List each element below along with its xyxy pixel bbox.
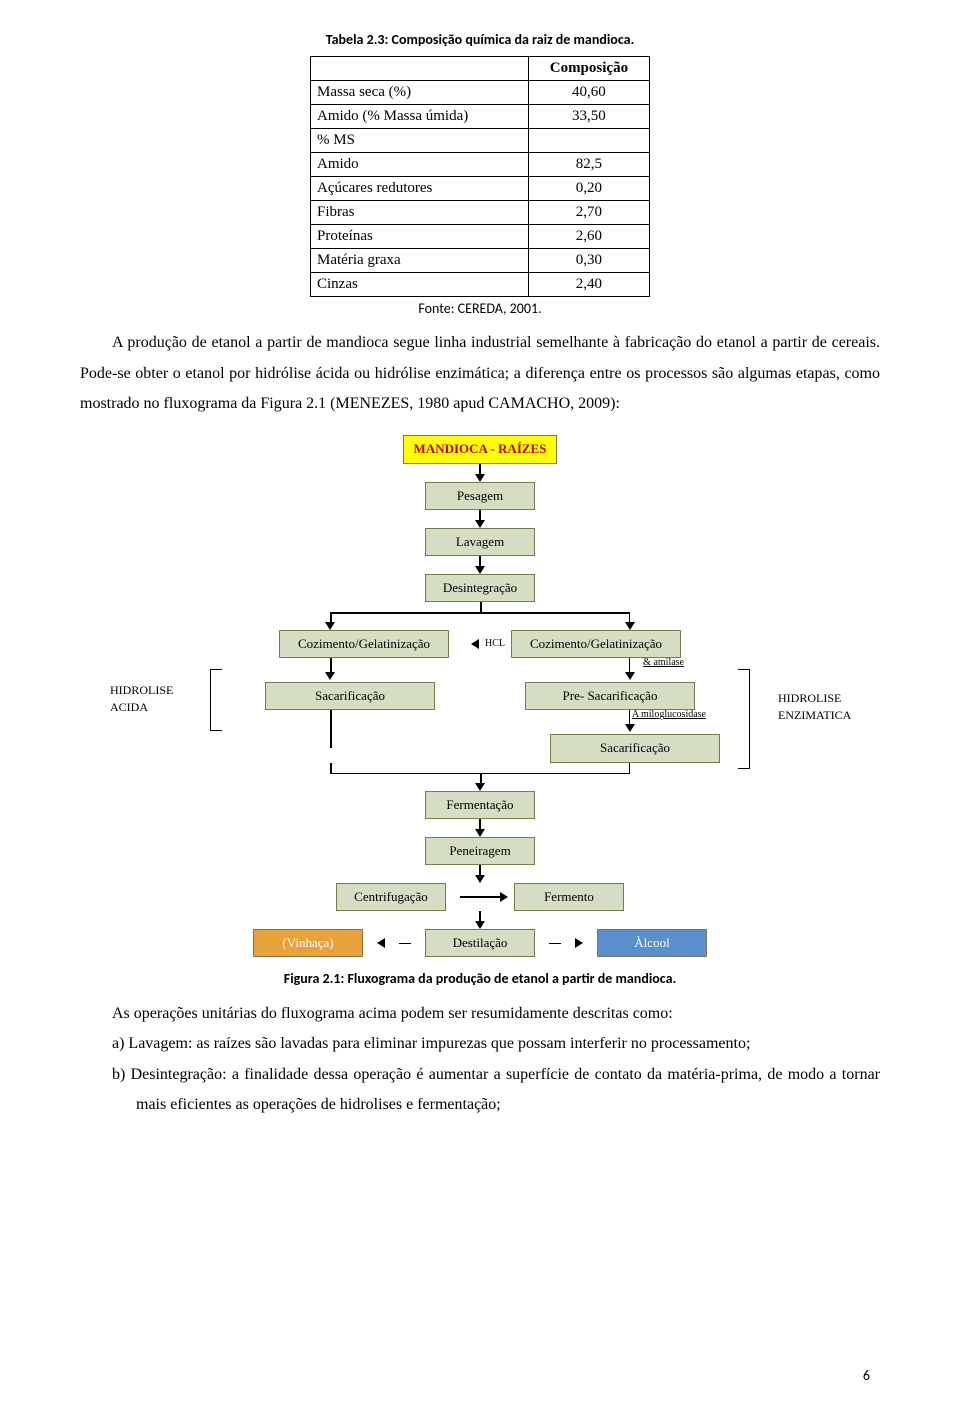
- paragraph-1: A produção de etanol a partir de mandioc…: [80, 328, 880, 419]
- flow-destil: Destilação: [425, 929, 535, 957]
- paragraph-2: As operações unitárias do fluxograma aci…: [80, 999, 880, 1029]
- table-row: Proteínas2,60: [311, 224, 650, 248]
- label-right: HIDROLISE ENZIMATICA: [778, 690, 858, 724]
- label-left: HIDROLISE ACIDA: [110, 682, 175, 716]
- composition-table: Composição Massa seca (%)40,60 Amido (% …: [310, 56, 650, 297]
- flow-peneir: Peneiragem: [425, 837, 535, 865]
- flow-step: Pesagem: [425, 482, 535, 510]
- arrow-left-icon: [377, 938, 385, 948]
- table-row: Massa seca (%)40,60: [311, 80, 650, 104]
- table-row: Fibras2,70: [311, 200, 650, 224]
- flow-right-2: Pre- Sacarificação: [525, 682, 695, 710]
- table-row: Açúcares redutores0,20: [311, 176, 650, 200]
- flow-fermento: Fermento: [514, 883, 624, 911]
- table-row: Amido (% Massa úmida)33,50: [311, 104, 650, 128]
- label-amilase: & amilase: [643, 656, 684, 670]
- page-number: 6: [863, 1366, 870, 1386]
- flow-start: MANDIOCA - RAÍZES: [403, 435, 558, 463]
- figure-caption: Figura 2.1: Fluxograma da produção de et…: [80, 969, 880, 989]
- flow-vinhaca: (Vinhaça): [253, 929, 363, 957]
- flow-ferment: Fermentação: [425, 791, 535, 819]
- table-source: Fonte: CEREDA, 2001.: [80, 299, 880, 319]
- flow-right-3: Sacarificação: [550, 734, 720, 762]
- arrow-left-icon: [471, 639, 479, 649]
- list-item-b: b) Desintegração: a finalidade dessa ope…: [80, 1060, 880, 1121]
- flow-right-1: Cozimento/Gelatinização: [511, 630, 681, 658]
- table-row: % MS: [311, 128, 650, 152]
- flow-step: Lavagem: [425, 528, 535, 556]
- table-header-comp: Composição: [528, 56, 649, 80]
- table-row: Amido82,5: [311, 152, 650, 176]
- table-row: Cinzas2,40: [311, 272, 650, 296]
- flow-alcool: Àlcool: [597, 929, 707, 957]
- flow-step: Desintegração: [425, 574, 535, 602]
- table-caption: Tabela 2.3: Composição química da raiz d…: [80, 30, 880, 50]
- list-item-a: a) Lavagem: as raízes são lavadas para e…: [80, 1029, 880, 1059]
- flow-centrif: Centrifugação: [336, 883, 446, 911]
- table-row: Matéria graxa0,30: [311, 248, 650, 272]
- label-hcl: HCL: [485, 637, 505, 651]
- flow-left-1: Cozimento/Gelatinização: [279, 630, 449, 658]
- label-amilo: A miloglucosidase: [632, 708, 706, 722]
- arrow-right-icon: [575, 938, 583, 948]
- flowchart: MANDIOCA - RAÍZES Pesagem Lavagem Desint…: [180, 435, 780, 957]
- flow-left-2: Sacarificação: [265, 682, 435, 710]
